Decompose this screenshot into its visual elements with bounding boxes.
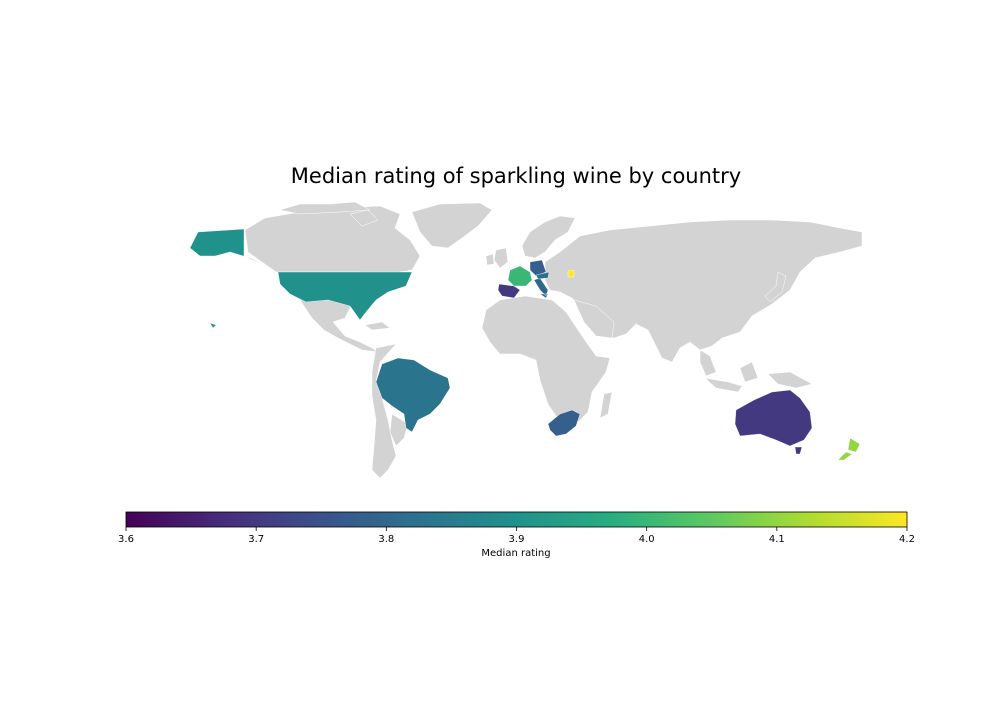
- world-map: [189, 201, 863, 479]
- colorbar-ticks: 3.6 3.7 3.8 3.9 4.0 4.1 4.2: [118, 527, 915, 545]
- colorbar: 3.6 3.7 3.8 3.9 4.0 4.1 4.2 Median rating: [118, 511, 915, 559]
- country-australia: [734, 389, 813, 455]
- country-united-states: [189, 228, 413, 329]
- colorbar-tick-label: 3.6: [118, 534, 134, 545]
- colorbar-gradient: [125, 511, 908, 528]
- colorbar-tick-label: 4.1: [769, 534, 785, 545]
- country-spain: [497, 283, 521, 299]
- colorbar-tick-label: 4.0: [639, 534, 655, 545]
- colorbar-tick-label: 3.9: [509, 534, 525, 545]
- chart-title: Median rating of sparkling wine by count…: [291, 164, 741, 188]
- country-new-zealand: [837, 437, 861, 461]
- colorbar-label: Median rating: [481, 548, 550, 559]
- colorbar-tick-label: 3.8: [378, 534, 394, 545]
- country-south-africa: [547, 409, 581, 437]
- country-hungary: [567, 269, 575, 278]
- data-countries: [189, 228, 861, 461]
- colorbar-tick-label: 4.2: [899, 534, 915, 545]
- country-brazil: [375, 357, 451, 433]
- colorbar-tick-label: 3.7: [248, 534, 264, 545]
- country-austria: [535, 271, 550, 280]
- country-france: [507, 265, 533, 287]
- no-data-land: [244, 201, 863, 479]
